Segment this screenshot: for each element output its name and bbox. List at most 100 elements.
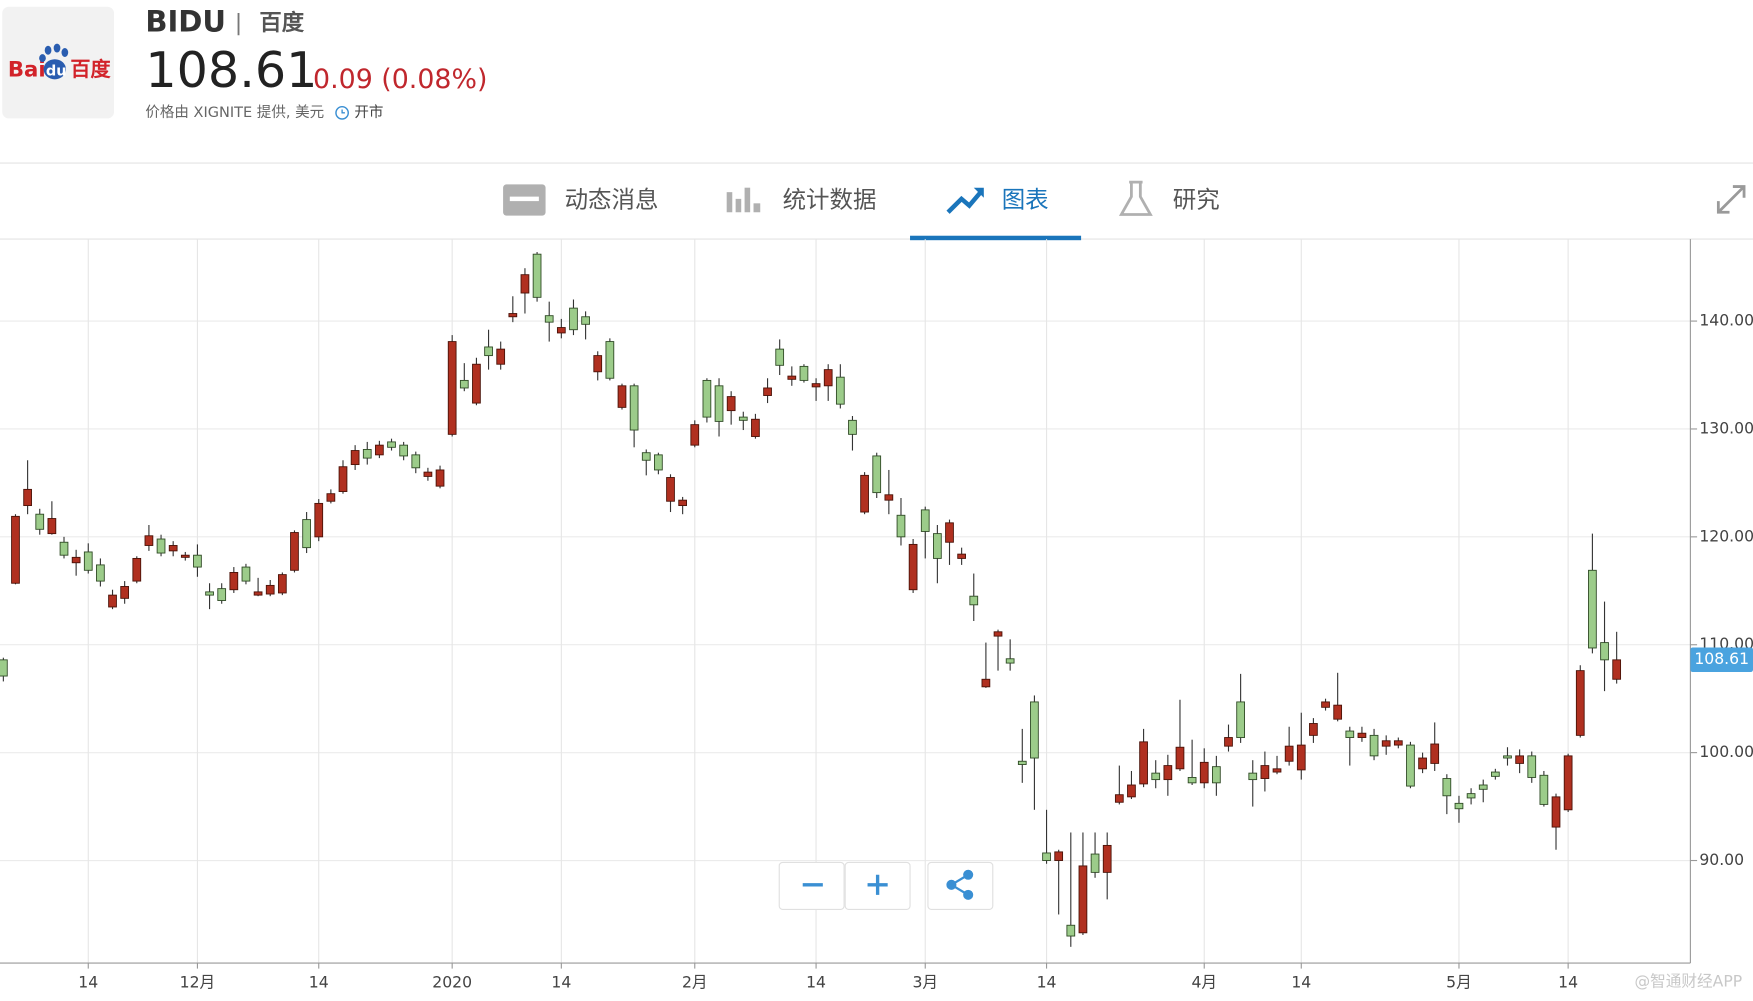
candle-body [811,383,821,388]
candle-body [241,566,251,582]
clock-icon [335,105,349,120]
tab-label: 动态消息 [565,186,659,214]
candle-body [314,502,324,538]
candle-body [702,379,712,418]
candle-body [83,551,93,571]
tab-icon [1118,180,1153,216]
candle-body [362,449,372,459]
candle-body [848,419,857,435]
zoom-in-button[interactable] [844,861,911,910]
candle-body [666,477,675,502]
logo-text: Bai [8,57,46,82]
candle-body [1588,569,1597,649]
company-name: 百度 [259,9,304,36]
candle-body [1017,760,1027,765]
candle-body [229,572,239,591]
tab-icon [726,187,761,213]
candle-body [35,513,45,530]
candle-body [387,441,396,448]
candle-body [751,418,760,437]
tab-label: 图表 [1002,186,1049,214]
candle-body [1345,730,1355,738]
x-tick-label: 2月 [682,973,708,992]
share-button[interactable] [927,861,994,910]
y-tick-label: 140.00 [1699,311,1753,330]
candle-body [1454,802,1464,810]
candle-body [763,387,772,396]
candle-body [47,518,57,535]
x-tick-label: 14 [1037,973,1057,992]
x-tick-label: 3月 [912,973,938,992]
candle-body [1503,755,1512,759]
candle-body [338,466,348,492]
candle-body [1127,784,1136,798]
candle-body [144,535,154,546]
candle-body [1333,704,1343,720]
candle-body [265,584,275,595]
candle-body [1224,737,1233,747]
y-tick-label: 130.00 [1699,418,1753,437]
x-tick-label: 12月 [180,973,216,992]
candle-body [860,474,869,513]
candle-body [0,659,8,677]
candle-body [1066,924,1076,937]
tab-icon [509,196,539,202]
tab-underline [910,235,1082,241]
candle-body [835,376,845,405]
candle-body [423,471,433,477]
candle-body [993,631,1003,637]
candle-body [1381,740,1391,747]
candle-body [1478,784,1488,790]
candle-body [581,316,590,325]
y-tick-label: 100.00 [1699,742,1753,761]
y-tick-label: 90.00 [1699,850,1744,869]
price-change: 0.09 (0.08%) [313,64,487,95]
expand-button[interactable] [1716,185,1746,214]
candle-body [981,678,991,688]
candle-body [1139,741,1148,785]
tab[interactable]: 研究 [1118,180,1220,216]
candle-body [1260,765,1270,779]
plus-icon [867,874,888,895]
candle-body [629,385,639,431]
candle-body [920,509,930,532]
candle-body [1466,793,1476,799]
candle-body [156,538,166,554]
candle-body [1551,796,1561,828]
candle-body [120,586,130,599]
candle-body [1296,744,1306,771]
tab[interactable]: 动态消息 [503,184,659,216]
last-price-label: 108.61 [1694,649,1749,668]
candle-body [277,574,287,594]
candle-body [1054,851,1064,861]
zoom-out-button[interactable] [778,861,845,910]
candle-body [1212,766,1221,784]
button-bg [927,861,994,910]
candle-body [593,355,603,373]
candle-body [193,554,202,568]
x-tick-label: 14 [1291,973,1311,992]
candle-body [217,588,227,601]
candle-body [1187,776,1197,784]
candle-body [1175,746,1185,770]
candle-body [1005,658,1015,664]
candle-body [544,315,554,323]
candle-body [375,444,384,456]
x-tick-label: 2020 [432,973,472,992]
tab[interactable]: 统计数据 [726,186,877,214]
candle-body [132,557,142,582]
candle-body [641,452,651,461]
candle-body [180,554,190,558]
candle-body [1030,701,1039,759]
candle-body [1393,740,1403,746]
logo-paw [39,43,69,80]
candle-body [520,274,530,294]
price-source: 价格由 XIGNITE 提供, 美元 [145,104,324,121]
tab[interactable]: 图表 [910,186,1082,241]
candle-body [1406,744,1415,787]
last-price-tag [1690,647,1753,673]
separator: | [235,10,243,36]
candle-body [1151,772,1161,781]
candle-body [1563,755,1573,811]
tab-label: 统计数据 [783,186,877,214]
